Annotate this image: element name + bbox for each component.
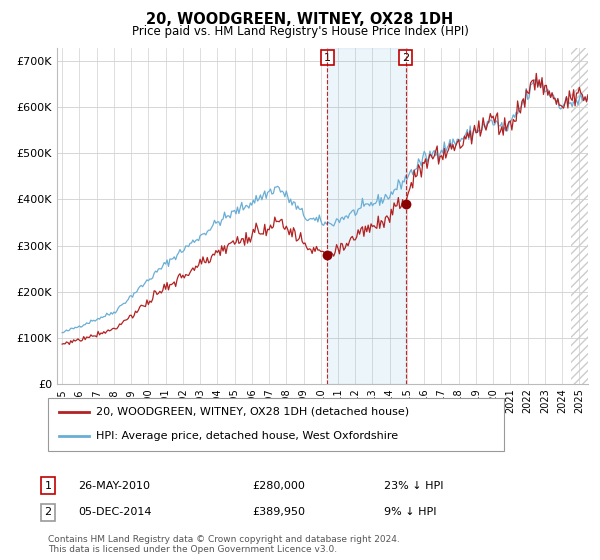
Text: 9% ↓ HPI: 9% ↓ HPI [384, 507, 437, 517]
FancyBboxPatch shape [48, 398, 504, 451]
Text: 05-DEC-2014: 05-DEC-2014 [78, 507, 151, 517]
Text: Contains HM Land Registry data © Crown copyright and database right 2024.
This d: Contains HM Land Registry data © Crown c… [48, 535, 400, 554]
Text: 2: 2 [402, 53, 409, 63]
Point [323, 250, 332, 259]
Text: £389,950: £389,950 [252, 507, 305, 517]
Text: 23% ↓ HPI: 23% ↓ HPI [384, 480, 443, 491]
Text: 26-MAY-2010: 26-MAY-2010 [78, 480, 150, 491]
Text: HPI: Average price, detached house, West Oxfordshire: HPI: Average price, detached house, West… [96, 431, 398, 441]
Point [401, 199, 410, 208]
Text: 20, WOODGREEN, WITNEY, OX28 1DH: 20, WOODGREEN, WITNEY, OX28 1DH [146, 12, 454, 27]
Bar [328, 48, 406, 384]
Text: 1: 1 [44, 480, 52, 491]
Text: 2: 2 [44, 507, 52, 517]
Text: £280,000: £280,000 [252, 480, 305, 491]
Text: 20, WOODGREEN, WITNEY, OX28 1DH (detached house): 20, WOODGREEN, WITNEY, OX28 1DH (detache… [96, 407, 409, 417]
Bar [571, 48, 600, 384]
Text: 1: 1 [324, 53, 331, 63]
Bar [571, 48, 600, 384]
Text: Price paid vs. HM Land Registry's House Price Index (HPI): Price paid vs. HM Land Registry's House … [131, 25, 469, 38]
